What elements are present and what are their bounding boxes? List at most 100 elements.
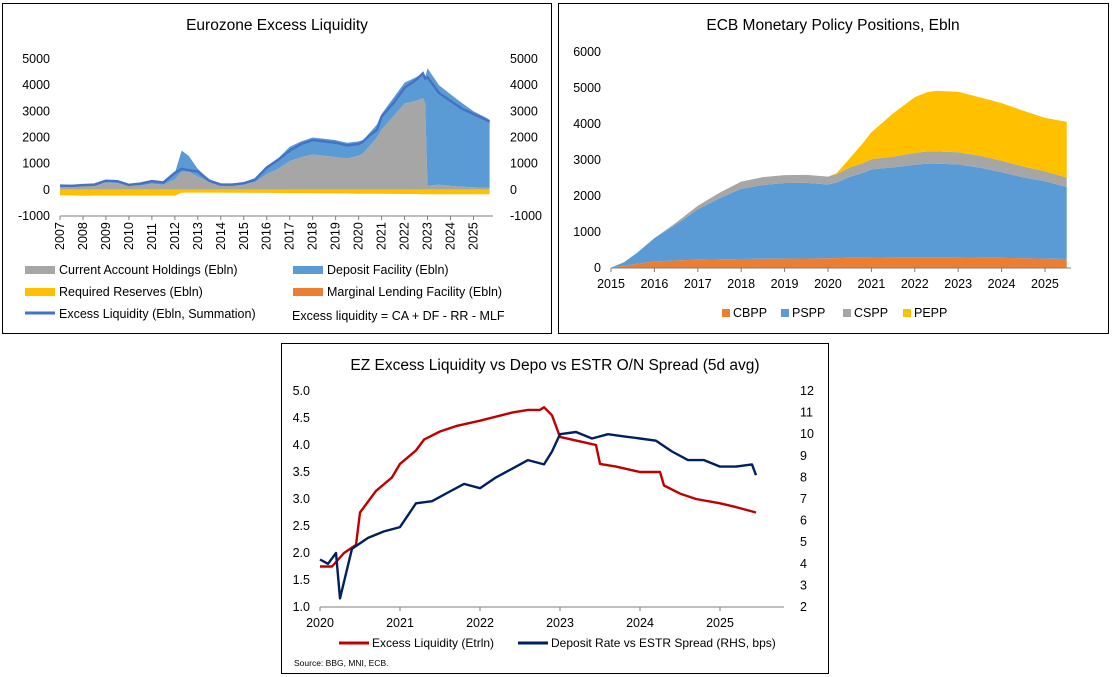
legend-swatch-cbpp [722,309,730,317]
legend-deposit-facility: Deposit Facility (Ebln) [327,263,449,277]
spread-panel: EZ Excess Liquidity vs Depo vs ESTR O/N … [281,343,829,674]
y-tick-label-right: 9 [800,449,807,463]
formula-annotation: Excess liquidity = CA + DF - RR - MLF [292,309,505,323]
x-tick-label: 2017 [684,277,712,291]
x-tick-label: 2024 [626,616,654,630]
y-tick-label-right: 4 [800,557,807,571]
y-tick-label: 1000 [573,225,601,239]
x-tick-label: 2020 [814,277,842,291]
x-tick-label: 2017 [283,222,297,250]
y-tick-label-right: 6 [800,514,807,528]
x-tick-label: 2014 [214,222,228,250]
legend-excess-liquidity: Excess Liquidity (Ebln, Summation) [59,307,256,321]
source-note: Source: BBG, MNI, ECB. [294,658,388,668]
x-tick-label: 2021 [857,277,885,291]
y-tick-label-right: -1000 [510,209,542,223]
y-tick-label-right: 7 [800,492,807,506]
x-tick-label: 2020 [306,616,334,630]
excess-liquidity-chart: Eurozone Excess Liquidity 5000 4000 3000 20… [18,17,542,323]
y-tick-label-right: 3 [800,578,807,592]
x-tick-label: 2021 [375,222,389,250]
legend-excess-liquidity: Excess Liquidity (Etrln) [372,636,494,650]
y-tick-label: 2000 [573,189,601,203]
x-tick-label: 2018 [727,277,755,291]
y-tick-label: 2.5 [293,519,310,533]
y-tick-label: 1.5 [293,573,310,587]
y-tick-label-right: 2000 [510,131,538,145]
chart-title: EZ Excess Liquidity vs Depo vs ESTR O/N … [350,357,759,374]
legend: Current Account Holdings (Ebln) Deposit … [25,263,505,323]
x-tick-label: 2016 [640,277,668,291]
y-tick-label: 0 [594,261,601,275]
x-tick-label: 2008 [76,222,90,250]
y-tick-label: -1000 [18,209,50,223]
legend-marginal-lending: Marginal Lending Facility (Ebln) [327,285,502,299]
x-tick-label: 2025 [466,222,480,250]
spread-chart: EZ Excess Liquidity vs Depo vs ESTR O/N … [293,357,814,668]
y-axis: 6000 5000 4000 3000 2000 1000 0 [573,45,601,275]
y-axis-right: 12 11 10 9 8 7 6 5 4 3 2 [800,384,814,614]
x-tick-label: 2018 [306,222,320,250]
y-tick-label-right: 3000 [510,104,538,118]
y-tick-label: 5.0 [293,384,310,398]
chart-title: Eurozone Excess Liquidity [186,17,368,34]
x-tick-label: 2023 [944,277,972,291]
legend-swatch-deposit-facility [293,266,323,274]
x-tick-label: 2022 [398,222,412,250]
y-tick-label: 5000 [573,81,601,95]
legend-cspp: CSPP [854,306,888,320]
x-tick-label: 2023 [546,616,574,630]
y-tick-label-right: 11 [800,406,813,420]
chart-title: ECB Monetary Policy Positions, Ebln [706,17,959,34]
area-required-reserves-ebln [60,189,490,196]
ecb-positions-panel: ECB Monetary Policy Positions, Ebln 6000… [558,3,1109,334]
x-axis: 2007 2008 2009 2010 2011 2012 2013 2014 2015 2016… [53,216,480,250]
y-tick-label-right: 1000 [510,157,538,171]
y-tick-label-right: 4000 [510,78,538,92]
area-deposit-facility-ebln [60,68,490,188]
legend-swatch-marginal-lending [293,288,323,296]
area-pspp [611,163,1067,268]
y-tick-label-right: 2 [800,600,807,614]
y-tick-label: 3.5 [293,465,310,479]
plot-area [611,90,1071,269]
area-pepp [611,90,1067,268]
x-tick-label: 2007 [53,222,67,250]
y-tick-label: 6000 [573,45,601,59]
y-axis-right: 5000 4000 3000 2000 1000 0 -1000 [510,52,542,223]
y-axis-left: 5.0 4.5 4.0 3.5 3.0 2.5 2.0 1.5 1.0 [293,384,310,614]
x-axis: 2015 2016 2017 2018 2019 2020 2021 2022 2023 2024… [597,268,1059,291]
y-tick-label-right: 12 [800,384,814,398]
legend: Excess Liquidity (Etrln) Deposit Rate vs… [339,636,776,650]
line-excess-liquidity-ebln-summation [59,71,491,188]
y-tick-label: 1000 [22,157,50,171]
x-tick-label: 2019 [329,222,343,250]
y-tick-label: 2.0 [293,546,310,560]
x-tick-label: 2016 [260,222,274,250]
y-axis-left: 5000 4000 3000 2000 1000 0 -1000 [18,52,50,223]
x-tick-label: 2025 [1031,277,1059,291]
y-tick-label-right: 8 [800,470,807,484]
y-tick-label: 3000 [22,104,50,118]
area-cspp [611,151,1067,268]
x-tick-label: 2022 [466,616,494,630]
x-tick-label: 2013 [191,222,205,250]
x-tick-label: 2023 [421,222,435,250]
x-tick-label: 2012 [168,222,182,250]
x-tick-label: 2025 [706,616,734,630]
x-tick-label: 2021 [386,616,414,630]
y-tick-label-right: 10 [800,427,814,441]
y-tick-label-right: 5000 [510,52,538,66]
legend-pspp: PSPP [792,306,825,320]
area-marginal-lending-facility-ebln [60,192,490,196]
y-tick-label: 4000 [22,78,50,92]
plot-area [59,68,493,217]
x-tick-label: 2020 [352,222,366,250]
ecb-positions-chart: ECB Monetary Policy Positions, Ebln 6000… [573,17,1071,320]
y-tick-label: 1.0 [293,600,310,614]
y-tick-label-right: 5 [800,535,807,549]
x-tick-label: 2015 [237,222,251,250]
y-tick-label: 3000 [573,153,601,167]
line-deposit-rate-vs-estr-spread-rhs-bps [319,430,758,600]
legend-pepp: PEPP [914,306,947,320]
